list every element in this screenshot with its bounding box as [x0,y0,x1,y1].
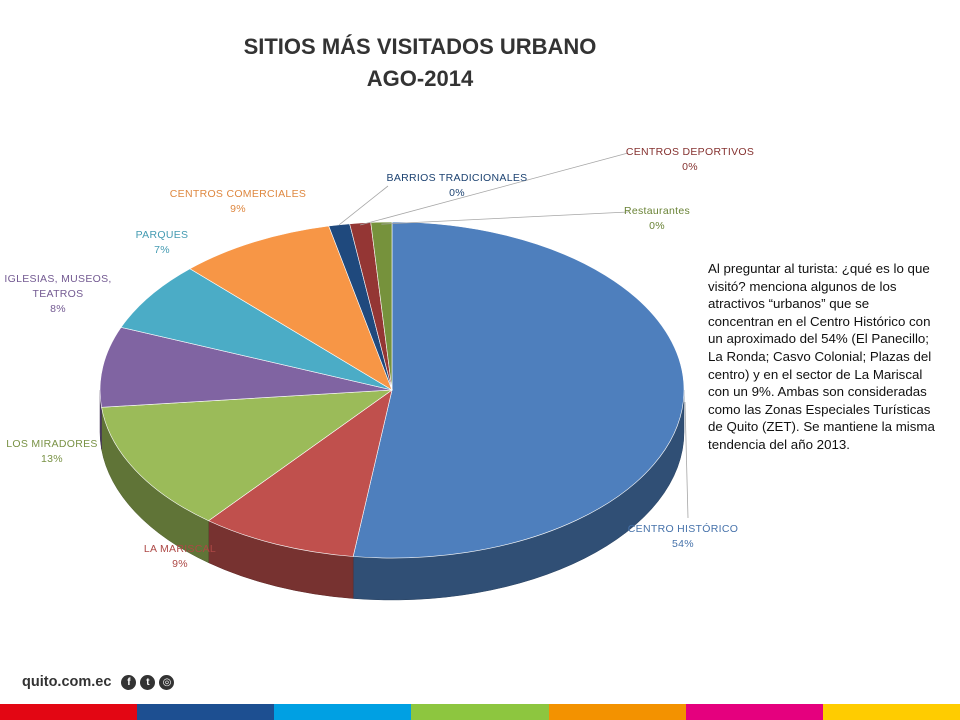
leader-line [381,211,629,225]
footer-stripe-segment [548,704,686,720]
slice-label: BARRIOS TRADICIONALES [387,172,528,184]
pie-slice [189,225,393,391]
slice-label: Restaurantes [624,205,690,217]
slice-value-label: 9% [230,203,246,215]
footer-stripe [0,704,960,720]
description-text: Al preguntar al turista: ¿qué es lo que … [708,261,935,452]
slice-label: PARQUES [136,229,189,241]
slice-value-label: 7% [154,244,170,256]
pie-slice [207,389,393,557]
brand-logo[interactable]: quito.com.ec f t ◎ [22,674,175,690]
twitter-icon[interactable]: t [140,674,156,690]
leader-line [360,152,629,226]
slice-label: CENTROS COMERCIALES [170,188,306,200]
slice-value-label: 13% [41,453,63,465]
leader-line [338,185,389,226]
footer-stripe-segment [411,704,549,720]
slice-label: TEATROS [33,288,84,300]
pie-slice [120,268,393,391]
slice-value-label: 0% [649,220,665,232]
slice-value-label: 0% [682,161,698,173]
instagram-icon[interactable]: ◎ [159,674,175,690]
chart-subtitle: AGO-2014 [366,66,474,91]
footer-stripe-segment [137,704,275,720]
footer-stripe-segment [685,704,823,720]
pie-slice [352,221,685,559]
footer-stripe-segment [0,704,138,720]
slice-value-label: 8% [50,303,66,315]
pie-slice [99,327,393,408]
leader-line [684,401,689,519]
slice-label: CENTROS DEPORTIVOS [626,146,754,158]
brand-name: quito.com.ec [22,674,112,690]
pie-chart: CENTRO HISTÓRICO 54% LA MARISCAL 9% LOS MIRA… [4,146,754,601]
slice-label: LA MARISCAL [144,543,216,555]
pie-slice [101,389,394,522]
facebook-icon[interactable]: f [121,674,137,690]
slice-value-label: 9% [172,558,188,570]
footer-stripe-segment [822,704,960,720]
slice-value-label: 54% [672,538,694,550]
slice-label: CENTRO HISTÓRICO [628,522,738,535]
chart-title: SITIOS MÁS VISITADOS URBANO [243,34,597,59]
slice-label: IGLESIAS, MUSEOS, [4,273,111,285]
footer-stripe-segment [274,704,412,720]
slice-label: LOS MIRADORES [6,438,97,450]
slice-value-label: 0% [449,187,465,199]
